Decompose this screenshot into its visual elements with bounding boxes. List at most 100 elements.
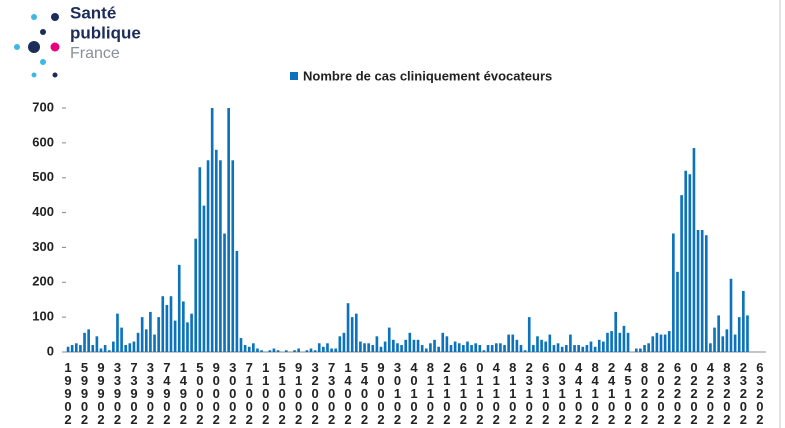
bar [515, 339, 519, 352]
logo-text: publique [70, 23, 141, 42]
bar [564, 345, 568, 352]
bar [577, 345, 580, 352]
bar [713, 327, 716, 352]
legend-swatch [290, 72, 298, 80]
bar [709, 343, 712, 352]
x-tick-label: 83202 [719, 360, 734, 425]
bar [680, 195, 683, 352]
bar [548, 334, 552, 352]
bar [297, 348, 300, 352]
bar [144, 329, 148, 352]
bar [420, 345, 424, 352]
bar [437, 346, 440, 352]
x-tick-label: 42202 [703, 360, 718, 425]
bar [700, 230, 704, 352]
bar [392, 339, 395, 352]
x-tick-label: 23202 [736, 360, 751, 425]
bar [499, 343, 502, 352]
bar [256, 348, 259, 352]
bar [87, 329, 90, 352]
bar [507, 334, 510, 352]
bar [634, 348, 638, 352]
x-tick-label: 02202 [686, 360, 701, 425]
x-tick-label: 03102 [555, 360, 570, 425]
bar [313, 350, 317, 352]
bar [606, 332, 609, 352]
bar [585, 345, 589, 352]
bar [494, 343, 498, 352]
bar [322, 346, 325, 352]
x-tick-label: 80202 [637, 360, 652, 425]
bar [589, 341, 593, 352]
y-tick-label: 500 [32, 169, 54, 184]
bar [359, 341, 362, 352]
bar [408, 332, 412, 352]
bar [363, 343, 366, 352]
bar [346, 303, 350, 352]
bar [536, 336, 539, 352]
bar [457, 343, 461, 352]
x-tick-label: 14902 [176, 360, 191, 425]
bar [91, 345, 95, 352]
bar [696, 230, 700, 352]
bar [194, 238, 198, 352]
bar [626, 332, 630, 352]
bar [342, 332, 346, 352]
bar [486, 345, 490, 352]
bar [66, 346, 70, 352]
bar [112, 341, 115, 352]
bar [293, 350, 296, 352]
bar [569, 334, 572, 352]
bar [371, 345, 375, 352]
x-tick-label: 32002 [308, 360, 323, 425]
bar [260, 350, 263, 352]
logo-dot [50, 42, 60, 52]
bar [737, 317, 741, 352]
bar [412, 339, 416, 352]
logo-text: France [70, 45, 120, 62]
x-tick-label: 71002 [242, 360, 257, 425]
bar [383, 341, 387, 352]
bar [161, 296, 165, 352]
bar [511, 334, 515, 352]
bar [334, 348, 338, 352]
x-tick-label: 74902 [159, 360, 174, 425]
bar [729, 278, 733, 352]
bar [556, 343, 560, 352]
x-tick-label: 33902 [143, 360, 158, 425]
bar [338, 336, 342, 352]
x-tick-label: 40102 [406, 360, 421, 425]
bar [622, 325, 626, 352]
x-tick-label: 62202 [670, 360, 685, 425]
bar [490, 345, 494, 352]
x-tick-label: 19902 [61, 360, 76, 425]
bar [239, 338, 243, 352]
bar [704, 235, 708, 352]
bar [379, 346, 383, 352]
y-tick-label: 600 [32, 134, 54, 149]
y-tick-label: 700 [32, 99, 54, 114]
bar [284, 350, 288, 352]
bar [400, 345, 403, 352]
bar [210, 108, 214, 352]
bar [560, 346, 564, 352]
bar [153, 334, 156, 352]
bar [309, 348, 313, 352]
bar [602, 341, 605, 352]
bar [157, 317, 160, 352]
bar [544, 341, 548, 352]
bar [581, 346, 585, 352]
x-tick-label: 81102 [505, 360, 520, 425]
x-tick-label: 24102 [604, 360, 619, 425]
bar [136, 332, 140, 352]
bar [107, 350, 111, 352]
bar [610, 331, 613, 352]
bar [276, 350, 280, 352]
logo: Santé publique France [14, 3, 141, 78]
y-tick-label: 200 [32, 274, 54, 289]
bar [169, 296, 173, 352]
logo-dot [40, 59, 46, 65]
x-tick-label: 90002 [209, 360, 224, 425]
bar [149, 311, 152, 352]
bar [527, 317, 531, 352]
